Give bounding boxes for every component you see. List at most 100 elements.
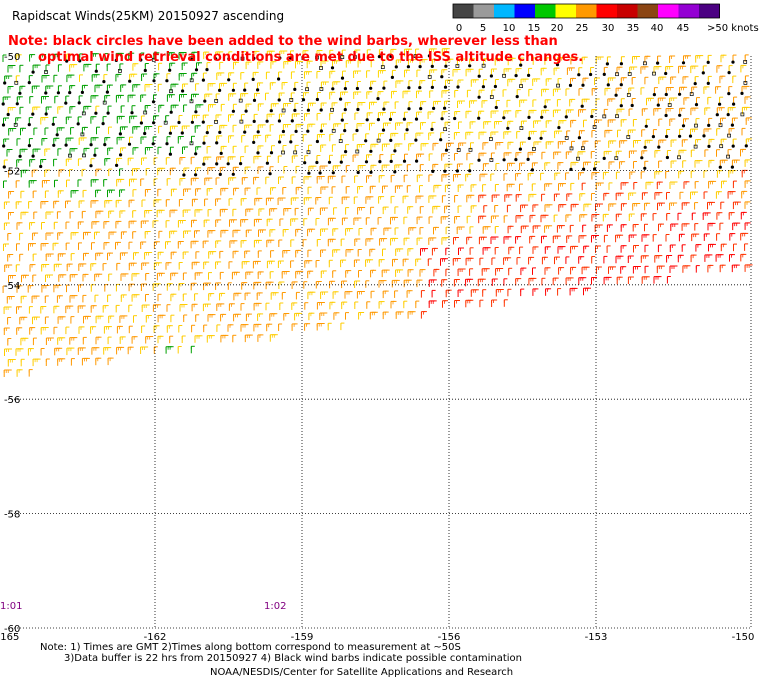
wind-barb (432, 100, 442, 110)
contamination-circle (665, 155, 669, 160)
wind-barb (166, 325, 173, 333)
wind-barb (303, 218, 308, 226)
wind-barb (457, 184, 464, 192)
wind-barb (478, 215, 487, 224)
wind-barb (54, 179, 58, 188)
wind-barb (715, 254, 724, 262)
wind-barb (168, 62, 176, 72)
wind-barb (80, 126, 88, 137)
wind-barb (529, 214, 536, 223)
wind-barb (441, 279, 448, 287)
wind-barb (165, 199, 170, 207)
wind-barb (590, 151, 595, 159)
wind-barb (430, 58, 438, 68)
wind-barb (258, 208, 265, 216)
wind-barb (57, 64, 62, 72)
altitude-note-line-1: Note: black circles have been added to t… (8, 34, 583, 50)
contamination-circle (706, 60, 710, 64)
contamination-circle (414, 138, 418, 142)
wind-barb (7, 254, 14, 262)
wind-barb (354, 301, 359, 309)
contamination-circle (614, 93, 618, 97)
wind-barb (253, 323, 262, 332)
wind-barb (677, 254, 684, 263)
wind-barb (602, 213, 609, 222)
wind-barb (277, 113, 285, 123)
wind-barb (44, 148, 51, 156)
wind-barb (194, 335, 203, 343)
wind-barb (729, 233, 736, 241)
wind-barb (565, 88, 570, 96)
wind-barb (330, 102, 338, 112)
wind-barb (726, 149, 732, 159)
wind-barb (278, 239, 283, 247)
wind-barb (744, 264, 753, 272)
wind-barb (106, 63, 111, 72)
contamination-circle (293, 87, 297, 91)
wind-barb (16, 138, 21, 146)
wind-barb (307, 165, 317, 175)
wind-barb (403, 300, 408, 309)
contamination-circle (119, 153, 123, 157)
scale-label: 20 (551, 23, 564, 34)
wind-barb (376, 133, 385, 143)
wind-barb (533, 120, 542, 128)
wind-barb (281, 103, 292, 113)
wind-barb (653, 108, 662, 116)
wind-barb (603, 255, 608, 264)
wind-barb (553, 151, 562, 160)
wind-barb (541, 277, 546, 286)
wind-barb (489, 89, 496, 99)
wind-barb (620, 245, 627, 253)
wind-barb (627, 66, 638, 76)
wind-barb (431, 247, 438, 256)
wind-barb (602, 171, 609, 180)
wind-barb (382, 248, 386, 257)
wind-barb (332, 228, 339, 236)
wind-barb (566, 67, 575, 75)
wind-barb (108, 126, 112, 135)
wind-barb (482, 247, 491, 255)
wind-barb (477, 68, 483, 78)
contamination-circle (278, 140, 282, 144)
wind-barb (240, 240, 247, 248)
wind-barb (527, 130, 537, 140)
wind-barb (65, 305, 74, 314)
wind-barb (482, 184, 487, 192)
wind-barb (345, 186, 350, 194)
wind-barb (282, 229, 289, 237)
wind-barb (577, 130, 585, 140)
wind-barb (369, 80, 377, 90)
wind-barb (144, 231, 151, 239)
contamination-circle (105, 90, 109, 94)
contamination-circle (694, 103, 699, 107)
wind-barb (402, 153, 408, 163)
wind-barb (315, 281, 322, 289)
wind-barb (290, 71, 295, 79)
wind-barb (220, 229, 229, 238)
contamination-circle (307, 171, 311, 175)
wind-barb (605, 56, 611, 66)
wind-barb (643, 55, 651, 66)
wind-barb (719, 138, 727, 149)
wind-barb (707, 222, 716, 231)
contamination-circle (1, 102, 5, 106)
wind-barb (578, 172, 585, 180)
wind-barb (690, 65, 699, 74)
wind-barb (153, 157, 158, 165)
wind-barb (465, 173, 472, 182)
wind-barb (353, 91, 362, 99)
lat-tick-label: -58 (4, 510, 20, 521)
wind-barb (545, 141, 554, 149)
wind-barb (3, 306, 12, 314)
wind-barb (540, 67, 547, 76)
lat-lon-grid (8, 56, 752, 629)
wind-barb (382, 101, 390, 111)
wind-barb (265, 92, 269, 101)
wind-barb (365, 217, 370, 225)
wind-barb (128, 304, 133, 313)
wind-barb (403, 237, 410, 246)
wind-barb (290, 260, 295, 268)
wind-barb (665, 171, 670, 179)
